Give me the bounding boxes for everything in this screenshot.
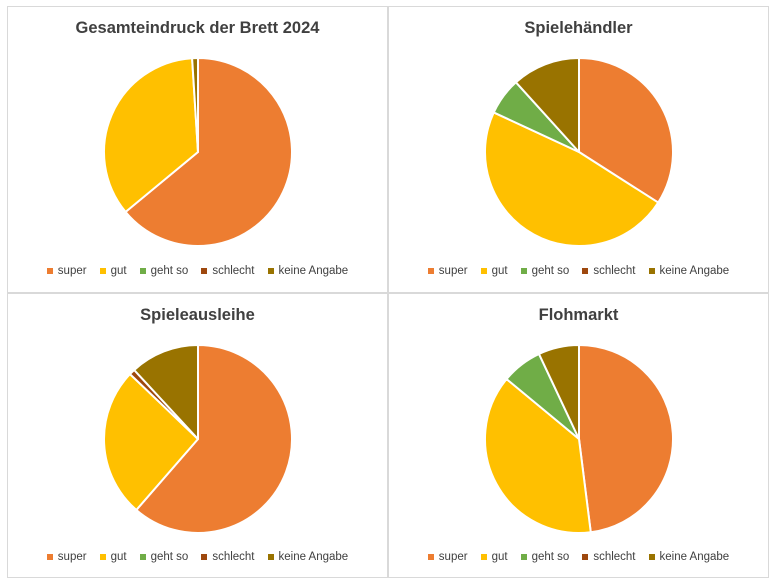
pie-chart	[484, 57, 674, 248]
legend-marker	[139, 554, 146, 560]
legend-item-keine-angabe: keine Angabe	[267, 551, 349, 563]
legend-item-keine-angabe: keine Angabe	[267, 265, 349, 277]
legend-marker	[427, 554, 434, 560]
legend-marker	[427, 268, 434, 274]
legend-label: schlecht	[212, 551, 255, 563]
legend-marker	[99, 554, 106, 560]
legend-marker	[582, 268, 589, 274]
legend-item-keine-angabe: keine Angabe	[648, 551, 730, 563]
legend-marker	[582, 554, 589, 560]
legend-label: gut	[491, 551, 508, 563]
chart-title: Spieleausleihe	[140, 306, 255, 324]
legend-marker	[480, 554, 487, 560]
pie-slice-gut	[103, 57, 199, 213]
pie-slice-super	[124, 57, 293, 247]
legend-marker	[139, 268, 146, 274]
legend-label: geht so	[531, 551, 570, 563]
legend-item-geht-so: geht so	[520, 551, 570, 563]
chart-legend: super gut geht so schlecht keine Angabe	[389, 551, 768, 563]
legend-item-gut: gut	[480, 551, 508, 563]
legend-item-super: super	[427, 551, 468, 563]
legend-label: keine Angabe	[659, 551, 730, 563]
legend-marker	[648, 554, 655, 560]
chart-panel-gesamteindruck: Gesamteindruck der Brett 2024 super gut ge…	[7, 6, 388, 293]
legend-label: geht so	[150, 551, 189, 563]
legend-label: geht so	[150, 265, 189, 277]
legend-item-gut: gut	[99, 265, 127, 277]
pie-chart	[103, 57, 293, 247]
legend-item-geht-so: geht so	[139, 551, 189, 563]
legend-label: keine Angabe	[659, 265, 730, 277]
legend-label: schlecht	[593, 551, 636, 563]
chart-legend: super gut geht so schlecht keine Angabe	[8, 265, 387, 277]
chart-title: Flohmarkt	[538, 306, 619, 324]
legend-item-schlecht: schlecht	[582, 551, 636, 563]
legend-item-keine-angabe: keine Angabe	[648, 265, 730, 277]
pie-slice-super	[135, 344, 293, 534]
chart-panel-spieleausleihe: Spieleausleihe super gut geht so schlecht ke…	[7, 293, 388, 578]
legend-label: super	[57, 265, 87, 277]
legend-label: gut	[110, 551, 127, 563]
legend-item-gut: gut	[480, 265, 508, 277]
pie-chart	[483, 344, 674, 534]
legend-label: super	[57, 551, 87, 563]
legend-label: keine Angabe	[278, 265, 349, 277]
legend-item-geht-so: geht so	[139, 265, 189, 277]
legend-marker	[46, 268, 53, 274]
legend-marker	[201, 554, 208, 560]
legend-label: geht so	[531, 265, 570, 277]
legend-marker	[480, 268, 487, 274]
pie-slice-gut	[103, 373, 199, 511]
pie-slice-keine-angabe	[191, 57, 199, 153]
legend-label: schlecht	[593, 265, 636, 277]
chart-panel-spielehaendler: Spielehändler super gut geht so schlecht kei…	[388, 6, 769, 293]
chart-legend: super gut geht so schlecht keine Angabe	[8, 551, 387, 563]
chart-panel-flohmarkt: Flohmarkt super gut geht so schlecht keine A…	[388, 293, 769, 578]
legend-marker	[267, 268, 274, 274]
legend-marker	[520, 554, 527, 560]
legend-label: gut	[110, 265, 127, 277]
legend-label: keine Angabe	[278, 551, 349, 563]
legend-item-geht-so: geht so	[520, 265, 570, 277]
legend-marker	[99, 268, 106, 274]
legend-marker	[267, 554, 274, 560]
legend-marker	[46, 554, 53, 560]
legend-item-schlecht: schlecht	[201, 265, 255, 277]
pie-chart	[103, 344, 293, 534]
chart-grid: Gesamteindruck der Brett 2024 super gut ge…	[7, 6, 769, 578]
legend-marker	[520, 268, 527, 274]
chart-legend: super gut geht so schlecht keine Angabe	[389, 265, 768, 277]
pie-slice-gut	[483, 378, 592, 534]
legend-marker	[201, 268, 208, 274]
legend-label: schlecht	[212, 265, 255, 277]
legend-label: super	[438, 265, 468, 277]
pie-slice-keine-angabe	[514, 57, 580, 153]
legend-item-super: super	[46, 551, 87, 563]
pie-slice-keine-angabe	[537, 344, 580, 440]
pie-slice-gut	[484, 111, 660, 248]
chart-title: Gesamteindruck der Brett 2024	[75, 19, 320, 37]
legend-label: gut	[491, 265, 508, 277]
legend-item-super: super	[427, 265, 468, 277]
pie-slice-super	[578, 344, 674, 534]
legend-item-gut: gut	[99, 551, 127, 563]
legend-marker	[648, 268, 655, 274]
legend-item-schlecht: schlecht	[201, 551, 255, 563]
legend-item-schlecht: schlecht	[582, 265, 636, 277]
legend-label: super	[438, 551, 468, 563]
pie-slice-keine-angabe	[133, 344, 199, 440]
chart-title: Spielehändler	[524, 19, 633, 37]
legend-item-super: super	[46, 265, 87, 277]
